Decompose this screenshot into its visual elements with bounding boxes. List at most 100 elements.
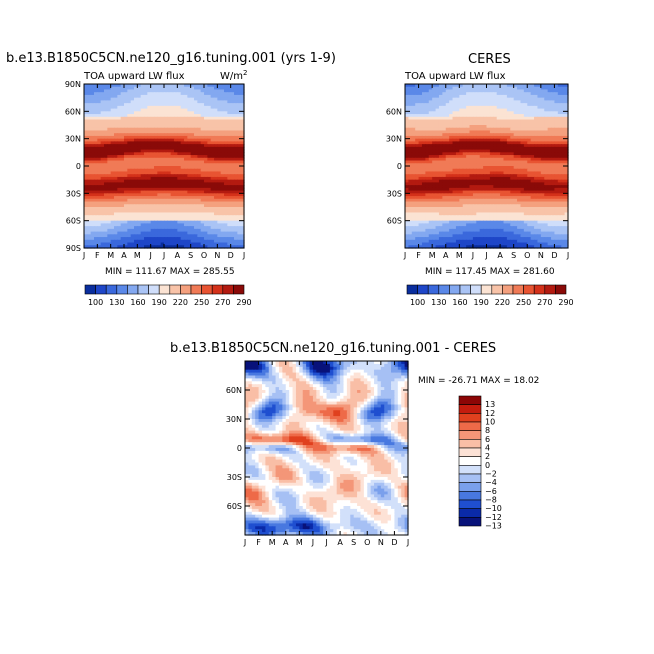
contour-cell bbox=[180, 231, 185, 235]
contour-cell bbox=[110, 174, 115, 178]
contour-cell bbox=[160, 114, 165, 118]
contour-cell bbox=[425, 122, 430, 126]
contour-cell bbox=[438, 160, 443, 164]
contour-cell bbox=[207, 130, 212, 134]
contour-cell bbox=[97, 171, 102, 175]
contour-cell bbox=[127, 149, 132, 153]
contour-cell bbox=[124, 141, 128, 145]
contour-cell bbox=[130, 171, 135, 175]
contour-cell bbox=[486, 141, 491, 145]
contour-cell bbox=[547, 86, 552, 91]
contour-cell bbox=[114, 209, 118, 214]
contour-cell bbox=[187, 155, 192, 159]
contour-cell bbox=[180, 130, 185, 134]
contour-cell bbox=[476, 135, 481, 140]
contour-cell bbox=[459, 135, 464, 140]
contour-cell bbox=[455, 119, 460, 123]
contour-cell bbox=[117, 226, 122, 230]
contour-cell bbox=[408, 168, 413, 173]
contour-cell bbox=[520, 163, 525, 167]
contour-cell bbox=[517, 166, 522, 170]
contour-cell bbox=[459, 111, 464, 115]
contour-cell bbox=[220, 193, 225, 197]
contour-cell bbox=[234, 204, 238, 208]
contour-cell bbox=[442, 182, 447, 186]
contour-cell bbox=[134, 133, 138, 137]
contour-cell bbox=[127, 103, 132, 107]
contour-cell bbox=[442, 185, 447, 189]
contour-cell bbox=[120, 179, 125, 183]
contour-cell bbox=[174, 171, 178, 175]
contour-cell bbox=[476, 179, 481, 183]
contour-cell bbox=[104, 223, 108, 227]
contour-cell bbox=[120, 141, 125, 145]
contour-cell bbox=[415, 119, 420, 123]
contour-cell bbox=[120, 176, 125, 181]
contour-cell bbox=[180, 207, 185, 211]
contour-cell bbox=[224, 226, 228, 230]
contour-cell bbox=[445, 133, 450, 137]
contour-cell bbox=[469, 157, 474, 162]
contour-cell bbox=[87, 92, 92, 96]
contour-cell bbox=[167, 135, 172, 140]
contour-cell bbox=[469, 141, 474, 145]
contour-cell bbox=[100, 239, 105, 244]
contour-cell bbox=[124, 231, 128, 235]
contour-cell bbox=[124, 149, 128, 153]
contour-cell bbox=[107, 108, 112, 112]
contour-cell bbox=[194, 171, 198, 175]
contour-cell bbox=[130, 94, 135, 99]
contour-cell bbox=[534, 182, 539, 186]
contour-cell bbox=[224, 198, 228, 203]
contour-cell bbox=[500, 111, 505, 115]
contour-cell bbox=[194, 187, 198, 192]
contour-cell bbox=[547, 168, 552, 173]
contour-cell bbox=[517, 179, 522, 183]
contour-cell bbox=[496, 198, 501, 203]
contour-cell bbox=[517, 171, 522, 175]
contour-cell bbox=[551, 171, 556, 175]
contour-cell bbox=[428, 155, 433, 159]
contour-cell bbox=[442, 122, 447, 126]
contour-cell bbox=[207, 114, 212, 118]
contour-cell bbox=[167, 231, 172, 235]
contour-cell bbox=[537, 146, 542, 151]
contour-cell bbox=[154, 176, 158, 181]
contour-cell bbox=[442, 144, 447, 148]
contour-cell bbox=[220, 171, 225, 175]
contour-cell bbox=[408, 92, 413, 96]
contour-cell bbox=[130, 105, 135, 110]
contour-cell bbox=[167, 114, 172, 118]
contour-cell bbox=[134, 149, 138, 153]
contour-cell bbox=[194, 122, 198, 126]
contour-cell bbox=[428, 108, 433, 112]
contour-cell bbox=[87, 103, 92, 107]
contour-cell bbox=[534, 89, 539, 93]
contour-cell bbox=[405, 116, 409, 121]
contour-cell bbox=[537, 160, 542, 164]
contour-cell bbox=[204, 245, 208, 249]
contour-cell bbox=[177, 127, 182, 132]
contour-cell bbox=[210, 141, 215, 145]
contour-cell bbox=[177, 242, 182, 246]
contour-cell bbox=[517, 190, 522, 194]
contour-cell bbox=[496, 116, 501, 121]
contour-cell bbox=[557, 89, 562, 93]
contour-cell bbox=[104, 94, 108, 99]
contour-cell bbox=[190, 146, 195, 151]
contour-cell bbox=[104, 155, 108, 159]
contour-cell bbox=[197, 130, 202, 134]
contour-cell bbox=[469, 100, 474, 104]
contour-cell bbox=[230, 204, 235, 208]
contour-cell bbox=[90, 220, 95, 224]
contour-cell bbox=[157, 114, 162, 118]
contour-cell bbox=[418, 179, 423, 183]
contour-cell bbox=[124, 242, 128, 246]
contour-cell bbox=[134, 155, 138, 159]
contour-cell bbox=[124, 201, 128, 205]
contour-cell bbox=[540, 116, 545, 121]
contour-cell bbox=[97, 201, 102, 205]
contour-cell bbox=[449, 127, 454, 132]
contour-cell bbox=[167, 105, 172, 110]
contour-cell bbox=[104, 86, 108, 91]
